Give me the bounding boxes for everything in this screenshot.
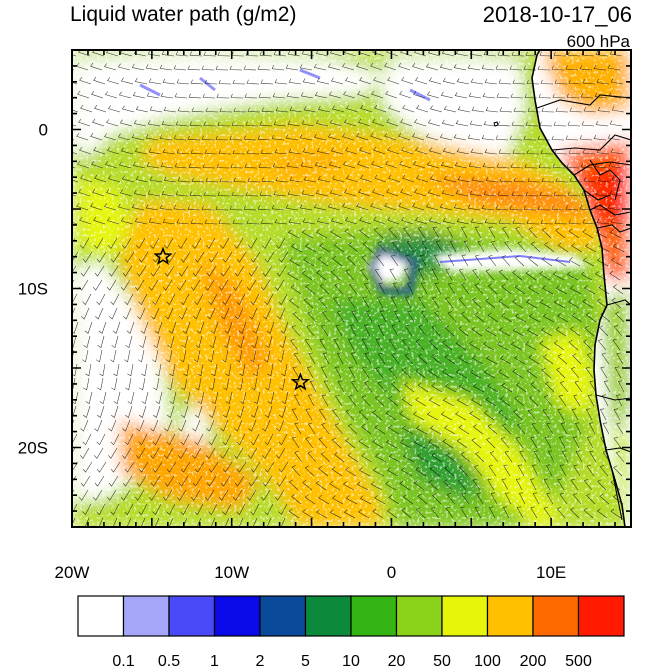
country-borders [536,94,631,521]
colorbar-label: 200 [520,653,547,667]
colorbar-swatch [304,595,352,637]
colorbar-swatch [441,595,489,637]
colorbar-label: 2 [256,653,265,667]
colorbar-swatch [259,595,307,637]
colorbar-label: 5 [301,653,310,667]
colorbar-label: 10 [342,653,360,667]
colorbar-swatch [577,595,625,637]
wind-barbs [72,50,625,527]
colorbar-swatch [213,595,261,637]
y-tick-label: 0 [39,121,48,140]
coastline [531,50,626,527]
star-marker [290,372,311,391]
colorbar-label: 20 [388,653,406,667]
colorbar-label: 1 [210,653,219,667]
colorbar-swatch [77,595,125,637]
map-datetime: 2018-10-17_06 [483,2,632,27]
x-tick-label: 10W [214,563,249,582]
colorbar-labels: 0.1 0.5 1 2 5 10 20 50 100 200 500 [112,653,592,667]
colorbar-swatch [350,595,398,637]
x-axis-labels: 20W 10W 0 10E [55,563,567,582]
map-title: Liquid water path (g/m2) [70,3,296,26]
colorbar-swatch [486,595,534,637]
pressure-level: 600 hPa [567,32,631,51]
colorbar-label: 0.1 [112,653,134,667]
y-tick-label: 10S [18,280,48,299]
colorbar-label: 50 [433,653,451,667]
colorbar [77,595,625,637]
island [493,121,499,127]
colorbar-swatch [532,595,580,637]
map-area [72,50,631,527]
x-tick-label: 0 [387,563,396,582]
axis-ticks [71,49,632,528]
y-tick-label: 20S [18,439,48,458]
colorbar-swatch [122,595,170,637]
colorbar-label: 0.5 [158,653,180,667]
x-tick-label: 10E [536,563,566,582]
colorbar-label: 500 [565,653,592,667]
x-tick-label: 20W [55,563,90,582]
colorbar-label: 100 [474,653,501,667]
star-marker [153,246,173,265]
y-axis-labels: 0 10S 20S [18,121,48,458]
colorbar-swatch [168,595,216,637]
colorbar-swatch [395,595,443,637]
